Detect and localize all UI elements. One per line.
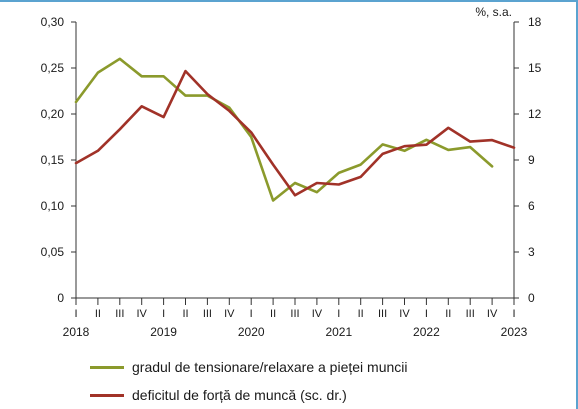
series-line-tension [74,57,494,202]
chart-legend: gradul de tensionare/relaxare a pieței m… [90,353,408,409]
x-axis-year-label: 2022 [413,325,440,339]
left-axis-tick-label: 0,10 [41,199,65,213]
x-axis-quarter-label: I [74,308,77,320]
right-axis-unit-label: %, s.a. [475,5,512,19]
x-axis-quarter-label: IV [312,308,323,320]
x-axis-quarter-label: II [182,308,188,320]
right-axis-tick-label: 9 [528,153,535,167]
right-axis-tick-label: 15 [528,61,542,75]
x-axis-year-label: 2019 [150,325,177,339]
x-axis-year-label: 2018 [63,325,90,339]
left-axis-tick-label: 0 [57,291,64,305]
x-axis-quarter-label: I [512,308,515,320]
legend-label-labour-shortage: deficitul de forță de muncă (sc. dr.) [132,387,347,403]
left-axis-tick-label: 0,05 [41,245,65,259]
x-axis-quarter-label: I [337,308,340,320]
x-axis-year-label: 2020 [238,325,265,339]
x-axis-quarter-label: II [95,308,101,320]
right-axis-tick-label: 3 [528,245,535,259]
left-axis-tick-label: 0,20 [41,107,65,121]
chart-series [74,57,516,202]
chart-labels: 0 0,05 0,10 0,15 0,20 0,25 0,30 0 3 6 9 12 15 18 %, s.… [41,5,542,339]
line-chart: 0 0,05 0,10 0,15 0,20 0,25 0,30 0 3 6 9 12 15 18 %, s.… [41,5,542,339]
x-axis-quarter-label: I [250,308,253,320]
x-axis-quarter-label: II [270,308,276,320]
x-axis-year-label: 2021 [325,325,352,339]
left-axis-tick-label: 0,15 [41,153,65,167]
x-axis-quarter-label: IV [136,308,147,320]
left-axis-tick-label: 0,25 [41,61,65,75]
x-axis-quarter-label: III [115,308,124,320]
right-axis-tick-label: 6 [528,199,535,213]
x-axis-quarter-label: I [425,308,428,320]
x-axis-quarter-label: IV [399,308,410,320]
right-axis-tick-label: 0 [528,291,535,305]
x-axis-quarter-label: IV [487,308,498,320]
x-axis-quarter-label: I [162,308,165,320]
x-axis-quarter-label: II [445,308,451,320]
legend-swatch-tension [90,365,124,369]
legend-swatch-labour-shortage [90,393,124,397]
x-axis-quarter-label: III [378,308,387,320]
series-line-labour-shortage [74,69,516,197]
legend-item-labour-shortage: deficitul de forță de muncă (sc. dr.) [90,381,408,409]
legend-label-tension: gradul de tensionare/relaxare a pieței m… [132,359,408,375]
right-axis-tick-label: 12 [528,107,542,121]
x-axis-quarter-label: III [466,308,475,320]
frame-top-border [0,0,578,2]
legend-item-tension: gradul de tensionare/relaxare a pieței m… [90,353,408,381]
x-axis-quarter-label: III [290,308,299,320]
x-axis-year-label: 2023 [501,325,528,339]
left-axis-tick-label: 0,30 [41,15,65,29]
x-axis-quarter-label: IV [224,308,235,320]
chart-axes [71,21,519,305]
right-axis-tick-label: 18 [528,15,542,29]
x-axis-quarter-label: II [358,308,364,320]
x-axis-quarter-label: III [203,308,212,320]
frame-right-border [576,0,578,409]
